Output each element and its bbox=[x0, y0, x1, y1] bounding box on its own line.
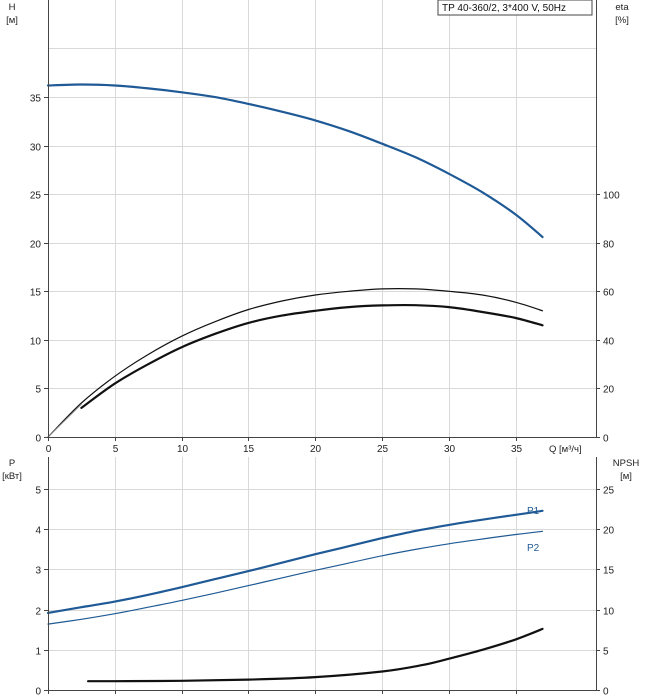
y-left-unit-m: [м] bbox=[6, 15, 18, 26]
x-tick-label: 30 bbox=[444, 444, 456, 455]
y-left-tick-label: 20 bbox=[30, 240, 42, 251]
y-right-tick-label: 20 bbox=[603, 526, 615, 537]
series-label-p2: P2 bbox=[527, 543, 540, 554]
y-left-label-p: P bbox=[9, 458, 15, 469]
y-left-tick-label: 15 bbox=[30, 288, 42, 299]
y-right-tick-label: 5 bbox=[603, 647, 609, 658]
head-efficiency-chart: 0 5 10 15 20 25 30 35 0 20 40 60 80 100 0 5 10 15 20 25 30 35… bbox=[6, 0, 629, 455]
y-right-tick-label: 40 bbox=[603, 337, 615, 348]
title-box bbox=[437, 0, 593, 16]
series-line-bottom-0 bbox=[46, 509, 544, 614]
y-right-tick-label: 15 bbox=[603, 566, 615, 577]
y-left-label-h: H bbox=[9, 2, 16, 13]
series-line-top-0 bbox=[46, 83, 544, 239]
y-right-unit-m: [м] bbox=[620, 471, 632, 482]
y-left-tick-label: 35 bbox=[30, 94, 42, 105]
y-left-tick-label: 25 bbox=[30, 191, 42, 202]
bottom-axes bbox=[48, 457, 597, 691]
y-left-tick-label: 2 bbox=[35, 607, 41, 618]
bottom-series bbox=[46, 509, 544, 683]
y-left-tick-label: 1 bbox=[35, 647, 41, 658]
series-line-top-2 bbox=[80, 303, 544, 409]
x-axis-label: Q [м³/ч] bbox=[549, 444, 582, 455]
y-right-label-npsh: NPSH bbox=[613, 458, 640, 469]
y-left-tick-label: 5 bbox=[35, 385, 41, 396]
title-box-text: TP 40-360/2, 3*400 V, 50Hz bbox=[442, 3, 566, 14]
series-label-p1: P1 bbox=[527, 506, 540, 517]
y-right-tick-label: 80 bbox=[603, 240, 615, 251]
x-tick-label: 0 bbox=[46, 444, 52, 455]
bottom-ticks: 0 1 2 3 4 5 0 5 10 15 20 25 bbox=[35, 486, 614, 698]
top-ticks: 0 5 10 15 20 25 30 35 0 20 40 60 80 100 0 5 10 15 20 25 30 35 bbox=[30, 94, 620, 456]
y-right-unit-percent: [%] bbox=[615, 15, 629, 26]
series-line-top-1 bbox=[47, 288, 544, 438]
y-left-tick-label: 10 bbox=[30, 337, 42, 348]
y-left-unit-kw: [кВт] bbox=[2, 471, 22, 482]
y-right-tick-label: 10 bbox=[603, 607, 615, 618]
power-npsh-chart: 0 1 2 3 4 5 0 5 10 15 20 25 P [кВт] NPSH [м] P1 P2 bbox=[2, 457, 639, 698]
y-left-tick-label: 30 bbox=[30, 143, 42, 154]
series-line-top-3 bbox=[47, 403, 82, 438]
y-left-tick-label: 0 bbox=[35, 687, 41, 698]
x-tick-label: 25 bbox=[377, 444, 389, 455]
y-right-tick-label: 60 bbox=[603, 288, 615, 299]
x-tick-label: 35 bbox=[511, 444, 523, 455]
y-right-tick-label: 20 bbox=[603, 385, 615, 396]
bottom-grid bbox=[48, 457, 596, 690]
top-series bbox=[46, 83, 544, 438]
x-tick-label: 5 bbox=[113, 444, 119, 455]
series-line-bottom-2 bbox=[87, 627, 544, 683]
x-tick-label: 15 bbox=[243, 444, 255, 455]
top-axes bbox=[48, 0, 597, 438]
y-right-label-eta: eta bbox=[615, 2, 629, 13]
top-grid bbox=[48, 0, 596, 437]
y-right-tick-label: 100 bbox=[603, 191, 620, 202]
x-tick-label: 10 bbox=[177, 444, 189, 455]
y-left-tick-label: 0 bbox=[35, 434, 41, 445]
y-right-tick-label: 25 bbox=[603, 486, 615, 497]
y-left-tick-label: 5 bbox=[35, 486, 41, 497]
x-tick-label: 20 bbox=[310, 444, 322, 455]
y-right-tick-label: 0 bbox=[603, 687, 609, 698]
y-right-tick-label: 0 bbox=[603, 434, 609, 445]
y-left-tick-label: 3 bbox=[35, 566, 41, 577]
y-left-tick-label: 4 bbox=[35, 526, 41, 537]
series-line-bottom-1 bbox=[47, 530, 544, 625]
